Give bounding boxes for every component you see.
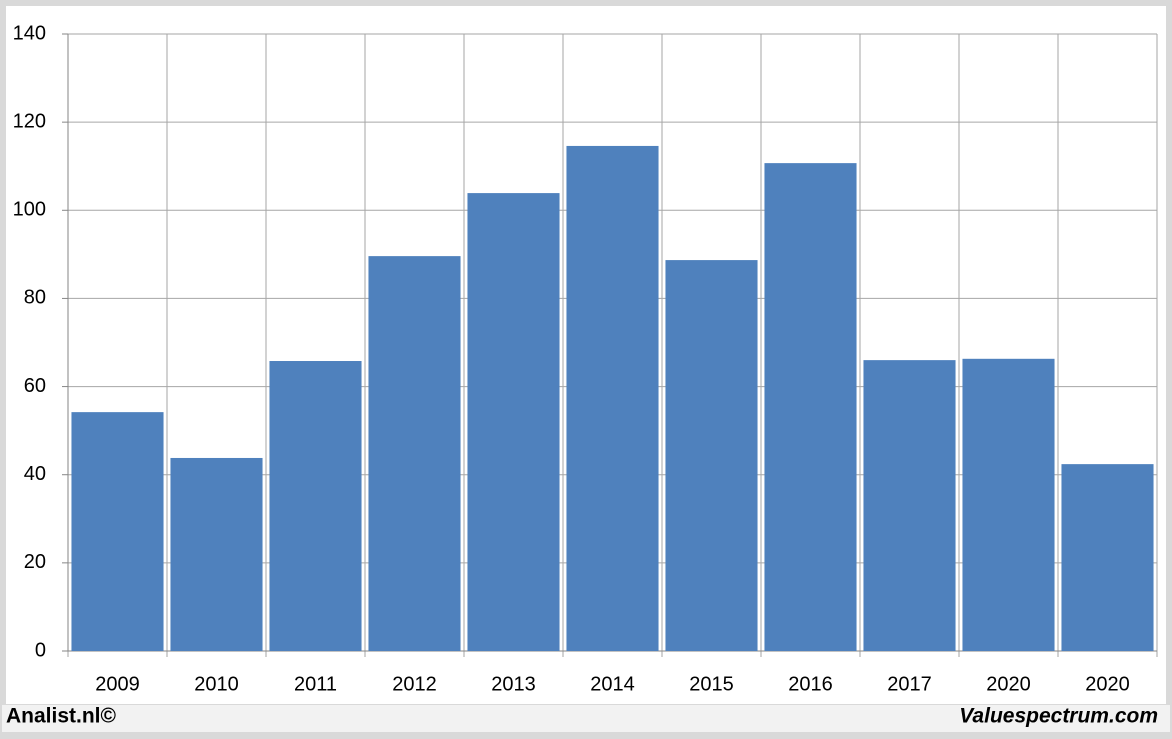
y-tick-label: 40 <box>24 463 46 485</box>
bar <box>764 163 857 652</box>
x-tick-label: 2013 <box>491 673 536 695</box>
y-tick-label: 140 <box>13 22 46 44</box>
bar <box>170 457 263 651</box>
bar <box>1061 464 1154 651</box>
bar <box>269 361 362 651</box>
bar <box>71 412 164 651</box>
bar <box>665 260 758 651</box>
x-tick-label: 2010 <box>194 673 239 695</box>
x-tick-label: 2017 <box>887 673 932 695</box>
x-tick-label: 2020 <box>986 673 1031 695</box>
footer-bar <box>2 705 1170 732</box>
x-tick-label: 2009 <box>95 673 140 695</box>
y-tick-label: 80 <box>24 287 46 309</box>
y-tick-label: 0 <box>35 639 46 661</box>
y-tick-label: 100 <box>13 199 46 221</box>
y-tick-label: 20 <box>24 551 46 573</box>
y-tick-label: 60 <box>24 375 46 397</box>
bar <box>467 193 560 652</box>
bar <box>368 256 461 651</box>
y-tick-label: 120 <box>13 110 46 132</box>
x-tick-label: 2014 <box>590 673 635 695</box>
bar <box>863 360 956 651</box>
bar <box>566 145 659 652</box>
x-tick-label: 2020 <box>1085 673 1130 695</box>
bar <box>962 358 1055 651</box>
footer-right: Valuespectrum.com <box>959 705 1158 728</box>
footer-left: Analist.nl© <box>6 705 117 728</box>
x-tick-label: 2015 <box>689 673 734 695</box>
x-tick-label: 2016 <box>788 673 833 695</box>
x-tick-label: 2011 <box>294 673 337 695</box>
x-tick-label: 2012 <box>392 673 437 695</box>
